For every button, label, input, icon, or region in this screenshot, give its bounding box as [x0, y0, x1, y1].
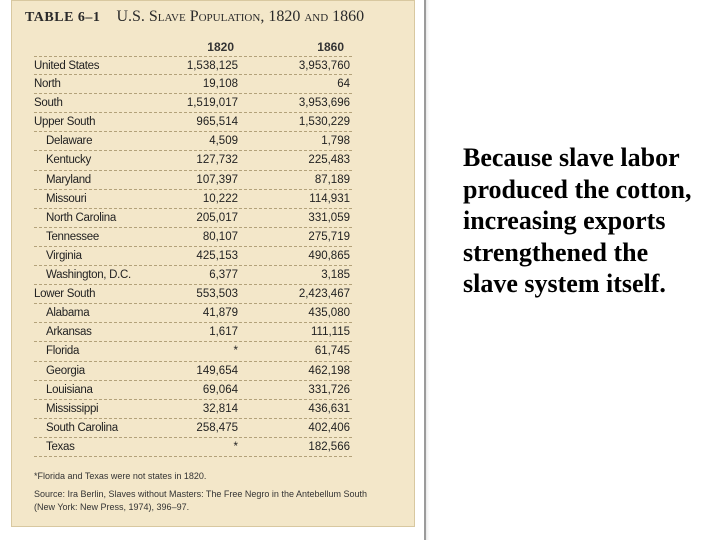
row-value-1860: 331,059: [308, 211, 350, 224]
row-value-1860: 275,719: [308, 230, 350, 243]
row-value-1860: 225,483: [308, 154, 350, 167]
row-value-1820: 1,617: [209, 326, 238, 339]
table-row: Kentucky 127,732 225,483: [34, 151, 352, 171]
table-title-text: U.S. Slave Population, 1820 and 1860: [116, 8, 365, 25]
row-region: Alabama: [46, 307, 90, 320]
table-row: Washington, D.C. 6,377 3,185: [34, 266, 352, 286]
column-header-1860: 1860: [317, 40, 344, 54]
row-value-1860: 331,726: [308, 383, 350, 396]
row-value-1820: 41,879: [202, 307, 238, 320]
row-region: Tennessee: [46, 230, 99, 243]
row-value-1820: 69,064: [202, 383, 238, 396]
row-region: Kentucky: [46, 154, 91, 167]
caption-text: Because slave labor produced the cotton,…: [463, 143, 692, 298]
row-value-1820: 553,503: [196, 288, 238, 301]
row-value-1860: 3,953,760: [298, 60, 350, 72]
table-row: Virginia 425,153 490,865: [34, 247, 352, 267]
row-value-1820: 1,519,017: [186, 97, 238, 110]
table-row: Louisiana 69,064 331,726: [34, 381, 352, 400]
row-value-1860: 402,406: [308, 421, 350, 434]
table-row: Texas * 182,566: [34, 438, 352, 457]
row-value-1820: 258,475: [196, 421, 238, 434]
row-value-1820: 32,814: [202, 402, 238, 415]
table-row: Delaware 4,509 1,798: [34, 132, 352, 152]
column-header-1820: 1820: [207, 40, 234, 54]
row-value-1860: 114,931: [309, 192, 350, 205]
table-row: Missouri 10,222 114,931: [34, 190, 352, 209]
row-region: North: [34, 78, 61, 91]
table-row: South Carolina 258,475 402,406: [34, 419, 352, 438]
row-region: Lower South: [34, 288, 96, 301]
table-footnote: *Florida and Texas were not states in 18…: [34, 471, 207, 481]
row-value-1820: 19,108: [202, 78, 238, 91]
row-region: South: [34, 97, 63, 110]
table-row: Mississippi 32,814 436,631: [34, 400, 352, 419]
row-value-1860: 64: [337, 78, 350, 91]
row-value-1860: 3,185: [321, 269, 350, 282]
row-value-1820: 149,654: [196, 364, 238, 377]
row-value-1820: 965,514: [196, 116, 238, 129]
row-region: Virginia: [46, 249, 82, 262]
table-title: TABLE 6–1 U.S. Slave Population, 1820 and…: [25, 8, 364, 26]
row-region: Texas: [46, 440, 75, 453]
row-value-1860: 490,865: [308, 249, 350, 262]
row-region: Arkansas: [46, 326, 92, 339]
row-value-1820: 80,107: [202, 230, 238, 243]
table-row: North Carolina 205,017 331,059: [34, 209, 352, 228]
row-region: South Carolina: [46, 421, 118, 434]
table-row: Tennessee 80,107 275,719: [34, 228, 352, 247]
row-region: Mississippi: [46, 402, 99, 415]
row-value-1860: 87,189: [314, 173, 350, 186]
table-row: North 19,108 64: [34, 75, 352, 95]
row-value-1820: 205,017: [196, 211, 238, 224]
row-region: United States: [34, 60, 100, 72]
row-region: Missouri: [46, 192, 87, 205]
row-region: Upper South: [34, 116, 96, 129]
table-row: Arkansas 1,617 111,115: [34, 323, 352, 343]
row-value-1860: 2,423,467: [298, 288, 350, 301]
table-row: United States 1,538,125 3,953,760: [34, 56, 352, 76]
row-value-1860: 111,115: [310, 326, 350, 339]
table-rows: United States 1,538,125 3,953,760 North 19,1…: [34, 56, 352, 457]
row-value-1820: *: [233, 345, 238, 358]
row-value-1820: 425,153: [196, 249, 238, 262]
row-value-1860: 462,198: [308, 364, 350, 377]
table-number: TABLE 6–1: [25, 10, 101, 25]
row-region: Florida: [46, 345, 80, 358]
row-value-1820: 1,538,125: [186, 60, 238, 72]
row-value-1860: 1,798: [321, 135, 350, 148]
row-value-1820: 4,509: [209, 135, 238, 148]
row-value-1820: 107,397: [196, 173, 238, 186]
row-region: Washington, D.C.: [46, 269, 131, 282]
row-value-1860: 182,566: [308, 440, 350, 453]
table-row: Maryland 107,397 87,189: [34, 171, 352, 190]
row-region: Delaware: [46, 135, 93, 148]
row-value-1860: 436,631: [308, 402, 350, 415]
table-row: Georgia 149,654 462,198: [34, 362, 352, 381]
table-row: Alabama 41,879 435,080: [34, 304, 352, 324]
row-value-1860: 435,080: [308, 307, 350, 320]
table-row: Upper South 965,514 1,530,229: [34, 113, 352, 133]
row-region: Georgia: [46, 364, 85, 377]
row-value-1860: 3,953,696: [298, 97, 350, 110]
row-value-1820: 127,732: [196, 154, 238, 167]
row-value-1820: 10,222: [202, 192, 238, 205]
right-panel: [424, 0, 720, 540]
table-row: Lower South 553,503 2,423,467: [34, 285, 352, 305]
table-image-panel: [11, 0, 415, 527]
row-value-1820: 6,377: [209, 269, 238, 282]
table-row: South 1,519,017 3,953,696: [34, 94, 352, 114]
row-value-1860: 1,530,229: [298, 116, 350, 129]
row-value-1860: 61,745: [314, 345, 350, 358]
row-value-1820: *: [233, 440, 238, 453]
row-region: Louisiana: [46, 383, 93, 396]
table-row: Florida * 61,745: [34, 342, 352, 362]
row-region: North Carolina: [46, 211, 116, 224]
row-region: Maryland: [46, 173, 91, 186]
table-source: Source: Ira Berlin, Slaves without Maste…: [34, 489, 367, 512]
